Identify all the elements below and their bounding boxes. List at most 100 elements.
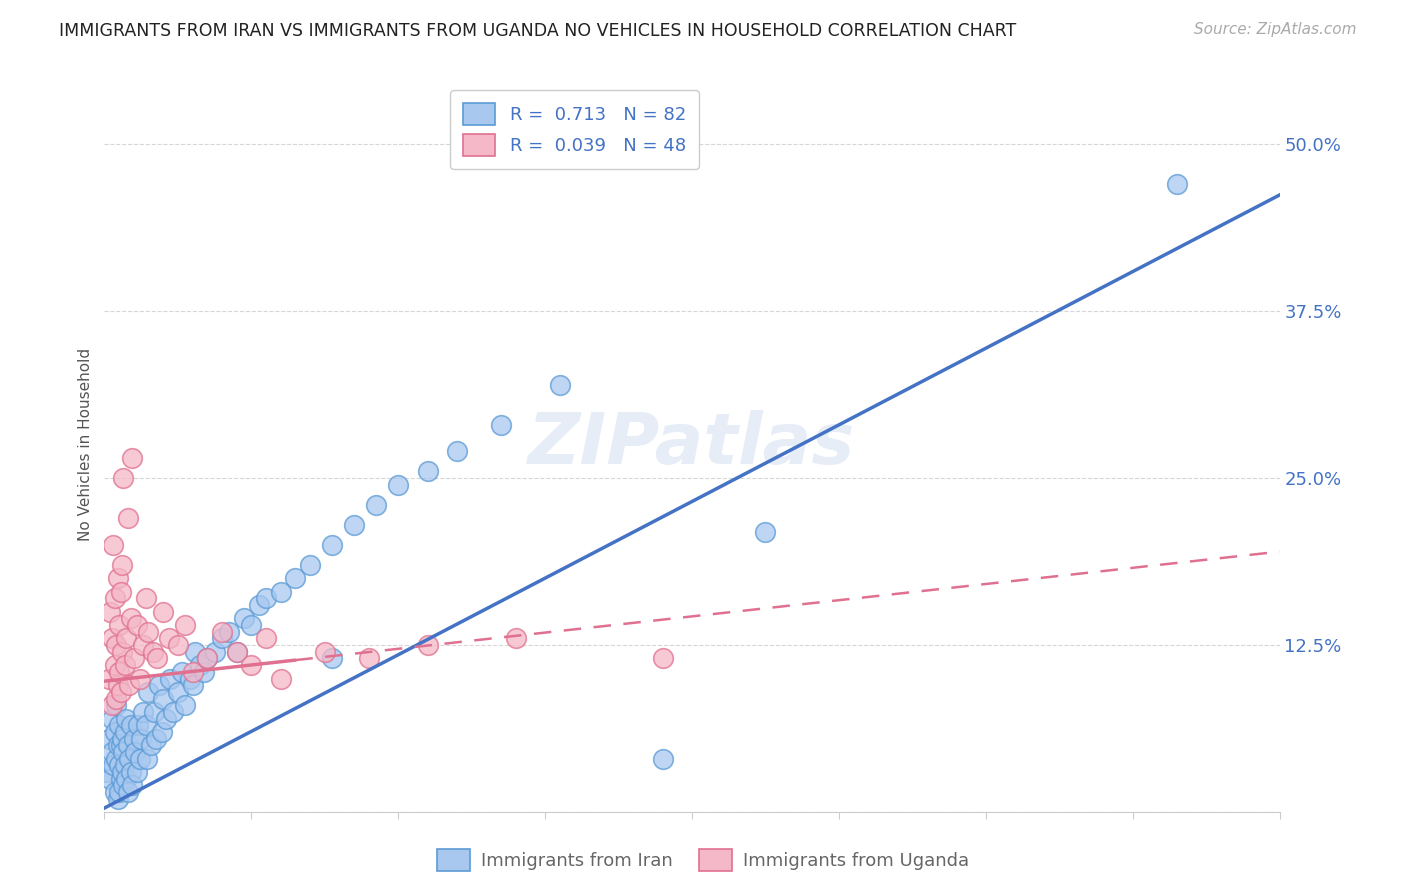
Point	[125, 618, 148, 632]
Point	[107, 739, 129, 753]
Point	[129, 731, 152, 746]
Point	[142, 645, 165, 659]
Point	[110, 584, 132, 599]
Point	[651, 752, 673, 766]
Point	[108, 718, 131, 732]
Point	[489, 417, 512, 432]
Point	[112, 471, 135, 485]
Point	[134, 718, 156, 732]
Point	[110, 772, 132, 786]
Point	[100, 712, 122, 726]
Point	[131, 638, 153, 652]
Point	[299, 558, 322, 572]
Point	[143, 705, 166, 719]
Point	[321, 538, 343, 552]
Point	[107, 571, 129, 585]
Point	[115, 772, 138, 786]
Point	[105, 638, 128, 652]
Point	[174, 618, 197, 632]
Point	[111, 558, 134, 572]
Point	[145, 731, 167, 746]
Point	[1166, 178, 1188, 192]
Text: Source: ZipAtlas.com: Source: ZipAtlas.com	[1194, 22, 1357, 37]
Point	[172, 665, 194, 679]
Point	[100, 632, 122, 646]
Point	[103, 758, 125, 772]
Point	[105, 691, 128, 706]
Point	[128, 752, 150, 766]
Point	[181, 665, 204, 679]
Point	[240, 658, 263, 673]
Point	[121, 778, 143, 792]
Point	[125, 764, 148, 779]
Text: IMMIGRANTS FROM IRAN VS IMMIGRANTS FROM UGANDA NO VEHICLES IN HOUSEHOLD CORRELAT: IMMIGRANTS FROM IRAN VS IMMIGRANTS FROM …	[59, 22, 1017, 40]
Point	[115, 632, 138, 646]
Point	[159, 672, 181, 686]
Point	[270, 584, 292, 599]
Point	[110, 739, 132, 753]
Point	[416, 638, 439, 652]
Point	[120, 611, 142, 625]
Point	[225, 645, 247, 659]
Point	[270, 672, 292, 686]
Point	[138, 685, 160, 699]
Point	[96, 764, 118, 779]
Point	[188, 658, 211, 673]
Point	[108, 785, 131, 799]
Point	[124, 745, 146, 759]
Point	[117, 511, 139, 525]
Point	[254, 632, 277, 646]
Point	[284, 571, 307, 585]
Point	[97, 731, 120, 746]
Point	[150, 725, 173, 739]
Point	[114, 758, 136, 772]
Point	[240, 618, 263, 632]
Point	[98, 772, 121, 786]
Point	[247, 598, 270, 612]
Point	[111, 731, 134, 746]
Point	[120, 764, 142, 779]
Point	[118, 752, 141, 766]
Point	[195, 651, 218, 665]
Point	[128, 672, 150, 686]
Point	[146, 651, 169, 665]
Point	[104, 591, 127, 606]
Point	[166, 638, 188, 652]
Point	[110, 685, 132, 699]
Point	[115, 712, 138, 726]
Point	[193, 665, 215, 679]
Point	[118, 678, 141, 692]
Point	[107, 791, 129, 805]
Point	[195, 651, 218, 665]
Point	[211, 632, 233, 646]
Point	[148, 678, 170, 692]
Point	[104, 725, 127, 739]
Point	[97, 672, 120, 686]
Point	[105, 752, 128, 766]
Point	[127, 718, 149, 732]
Point	[134, 591, 156, 606]
Point	[162, 705, 184, 719]
Point	[157, 632, 180, 646]
Point	[651, 651, 673, 665]
Point	[166, 685, 188, 699]
Point	[105, 698, 128, 713]
Point	[108, 665, 131, 679]
Point	[314, 645, 336, 659]
Point	[114, 725, 136, 739]
Point	[387, 478, 409, 492]
Text: ZIPatlas: ZIPatlas	[529, 410, 856, 479]
Point	[211, 624, 233, 639]
Point	[138, 624, 160, 639]
Point	[446, 444, 468, 458]
Point	[184, 645, 207, 659]
Point	[121, 451, 143, 466]
Point	[174, 698, 197, 713]
Point	[141, 739, 163, 753]
Point	[100, 745, 122, 759]
Point	[108, 618, 131, 632]
Point	[218, 624, 240, 639]
Legend: Immigrants from Iran, Immigrants from Uganda: Immigrants from Iran, Immigrants from Ug…	[430, 842, 976, 879]
Point	[111, 645, 134, 659]
Point	[100, 698, 122, 713]
